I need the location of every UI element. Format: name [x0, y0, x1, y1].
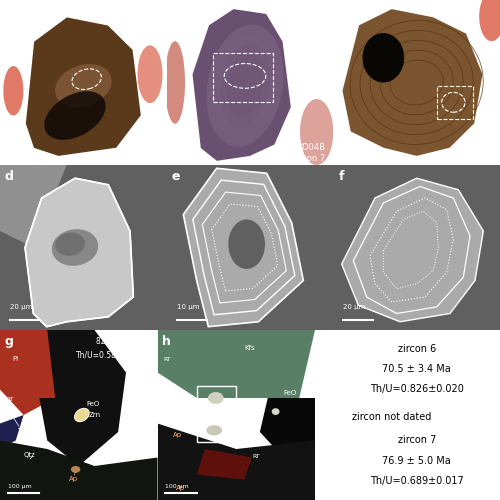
- Text: 100 μm: 100 μm: [166, 484, 189, 489]
- Polygon shape: [192, 8, 292, 162]
- Text: 76.9 ± 5.0 Ma: 76.9 ± 5.0 Ma: [382, 456, 451, 466]
- Text: Th/U=0.581±0.014: Th/U=0.581±0.014: [76, 350, 150, 360]
- Polygon shape: [342, 178, 484, 322]
- Text: a: a: [5, 5, 14, 18]
- Text: zircon 2: zircon 2: [125, 154, 158, 164]
- Text: 20 μm: 20 μm: [10, 304, 32, 310]
- FancyBboxPatch shape: [0, 165, 166, 330]
- Ellipse shape: [55, 64, 112, 108]
- Text: g: g: [4, 335, 14, 348]
- Text: KO01B: KO01B: [130, 143, 158, 152]
- Ellipse shape: [220, 44, 270, 128]
- Text: FeO: FeO: [86, 402, 100, 407]
- Polygon shape: [158, 330, 315, 398]
- Polygon shape: [158, 424, 315, 500]
- Ellipse shape: [44, 91, 106, 140]
- Text: h: h: [162, 335, 171, 348]
- Polygon shape: [0, 415, 24, 449]
- Text: Kfs: Kfs: [244, 346, 255, 352]
- Ellipse shape: [52, 229, 98, 266]
- Ellipse shape: [214, 34, 276, 138]
- Text: 82.7 ± 6.0 Ma: 82.7 ± 6.0 Ma: [96, 337, 150, 346]
- Text: f: f: [338, 170, 344, 183]
- Ellipse shape: [479, 0, 500, 42]
- Ellipse shape: [272, 408, 280, 415]
- Ellipse shape: [138, 46, 162, 103]
- Text: Qtz: Qtz: [24, 452, 36, 458]
- Polygon shape: [0, 165, 66, 248]
- Text: RT: RT: [164, 356, 172, 362]
- Ellipse shape: [71, 466, 81, 473]
- FancyBboxPatch shape: [166, 165, 334, 330]
- Text: c: c: [338, 5, 345, 18]
- Ellipse shape: [206, 425, 222, 436]
- Polygon shape: [184, 168, 304, 326]
- Text: Zrn: Zrn: [88, 412, 101, 418]
- Ellipse shape: [208, 392, 224, 404]
- Text: RT: RT: [252, 454, 260, 458]
- Polygon shape: [260, 398, 315, 458]
- Text: KO04B: KO04B: [464, 143, 491, 152]
- Text: FeO: FeO: [284, 390, 297, 396]
- Ellipse shape: [74, 408, 90, 422]
- Text: b: b: [172, 5, 180, 18]
- Ellipse shape: [300, 99, 334, 165]
- Polygon shape: [0, 330, 86, 415]
- Ellipse shape: [227, 54, 263, 118]
- Text: 10 μm: 10 μm: [176, 304, 199, 310]
- Text: Ap: Ap: [176, 485, 186, 491]
- FancyBboxPatch shape: [334, 165, 500, 330]
- Polygon shape: [25, 178, 134, 326]
- Ellipse shape: [55, 232, 85, 256]
- Text: Pl: Pl: [12, 356, 18, 362]
- Text: d: d: [5, 170, 14, 183]
- Polygon shape: [25, 16, 142, 157]
- Text: zircon 6: zircon 6: [458, 154, 492, 164]
- Text: 70.5 ± 3.4 Ma: 70.5 ± 3.4 Ma: [382, 364, 451, 374]
- Text: e: e: [172, 170, 180, 183]
- Text: zircon not dated: zircon not dated: [352, 412, 432, 422]
- Text: zircon 7: zircon 7: [398, 436, 436, 446]
- Ellipse shape: [4, 66, 24, 116]
- Ellipse shape: [165, 42, 185, 123]
- Text: Ap: Ap: [174, 432, 182, 438]
- Text: Ap: Ap: [70, 476, 78, 482]
- Ellipse shape: [206, 24, 284, 147]
- Text: zircon 7: zircon 7: [292, 154, 325, 164]
- Text: 100 μm: 100 μm: [8, 484, 32, 489]
- Ellipse shape: [362, 33, 404, 82]
- Text: KO04B: KO04B: [297, 143, 325, 152]
- Text: RT: RT: [6, 398, 14, 402]
- Polygon shape: [342, 8, 484, 157]
- Polygon shape: [197, 449, 252, 480]
- Text: Th/U=0.826±0.020: Th/U=0.826±0.020: [370, 384, 464, 394]
- Polygon shape: [0, 440, 158, 500]
- Text: zircon 6: zircon 6: [398, 344, 436, 353]
- Polygon shape: [40, 330, 126, 466]
- Ellipse shape: [228, 220, 265, 269]
- Text: Th/U=0.689±0.017: Th/U=0.689±0.017: [370, 476, 464, 486]
- Text: 20 μm: 20 μm: [344, 304, 365, 310]
